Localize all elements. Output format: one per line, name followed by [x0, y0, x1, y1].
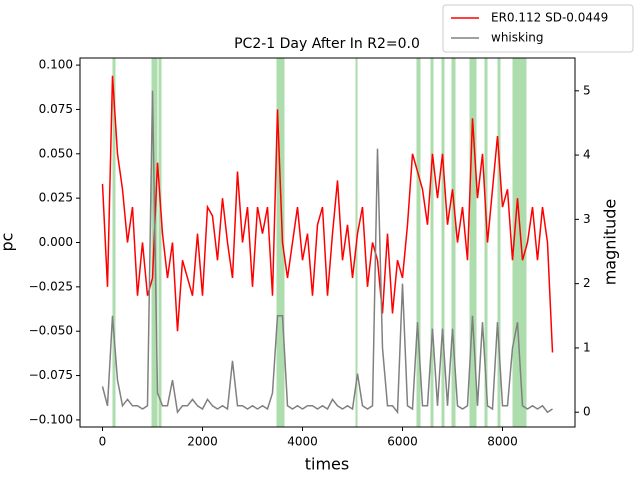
y-tick-label: −0.025 [29, 279, 73, 293]
y-axis-label: pc [0, 233, 17, 252]
data-line [101, 75, 554, 353]
y-tick-label: 0.025 [39, 191, 73, 205]
y-tick-label: 0.075 [39, 102, 73, 116]
y-tick-label: −0.100 [29, 412, 73, 426]
legend-label: ER0.112 SD-0.0449 [491, 11, 608, 25]
highlight-span [158, 58, 162, 427]
data-line [101, 90, 553, 415]
y-tick-label: 0.100 [39, 58, 73, 72]
y-tick-label: 0.050 [39, 146, 73, 160]
highlight-span [276, 58, 285, 427]
x-axis-label: times [305, 455, 349, 474]
highlight-span [497, 58, 501, 427]
y-tick-label: 0.000 [39, 235, 73, 249]
x-tick-label: 0 [99, 435, 107, 449]
y2-tick-label: 4 [583, 148, 591, 162]
highlight-span [112, 58, 116, 427]
y2-tick-label: 2 [583, 276, 591, 290]
legend-box [442, 4, 634, 53]
highlight-span [484, 58, 488, 427]
y2-axis-label: magnitude [601, 199, 620, 286]
y2-tick-label: 5 [583, 83, 591, 97]
legend-label: whisking [491, 31, 544, 45]
y-tick-label: −0.050 [29, 324, 73, 338]
x-tick-label: 6000 [387, 435, 418, 449]
highlight-span [441, 58, 445, 427]
x-tick-label: 2000 [187, 435, 218, 449]
highlight-span [416, 58, 421, 427]
highlight-span [469, 58, 477, 427]
y2-tick-label: 1 [583, 340, 591, 354]
highlight-span [512, 58, 527, 427]
highlight-span [430, 58, 434, 427]
y2-tick-label: 0 [583, 405, 591, 419]
highlight-span [451, 58, 456, 427]
chart-title: PC2-1 Day After In R2=0.0 [234, 36, 420, 52]
y-tick-label: −0.075 [29, 368, 73, 382]
x-tick-label: 4000 [287, 435, 318, 449]
y2-tick-label: 3 [583, 212, 591, 226]
x-tick-label: 8000 [487, 435, 518, 449]
